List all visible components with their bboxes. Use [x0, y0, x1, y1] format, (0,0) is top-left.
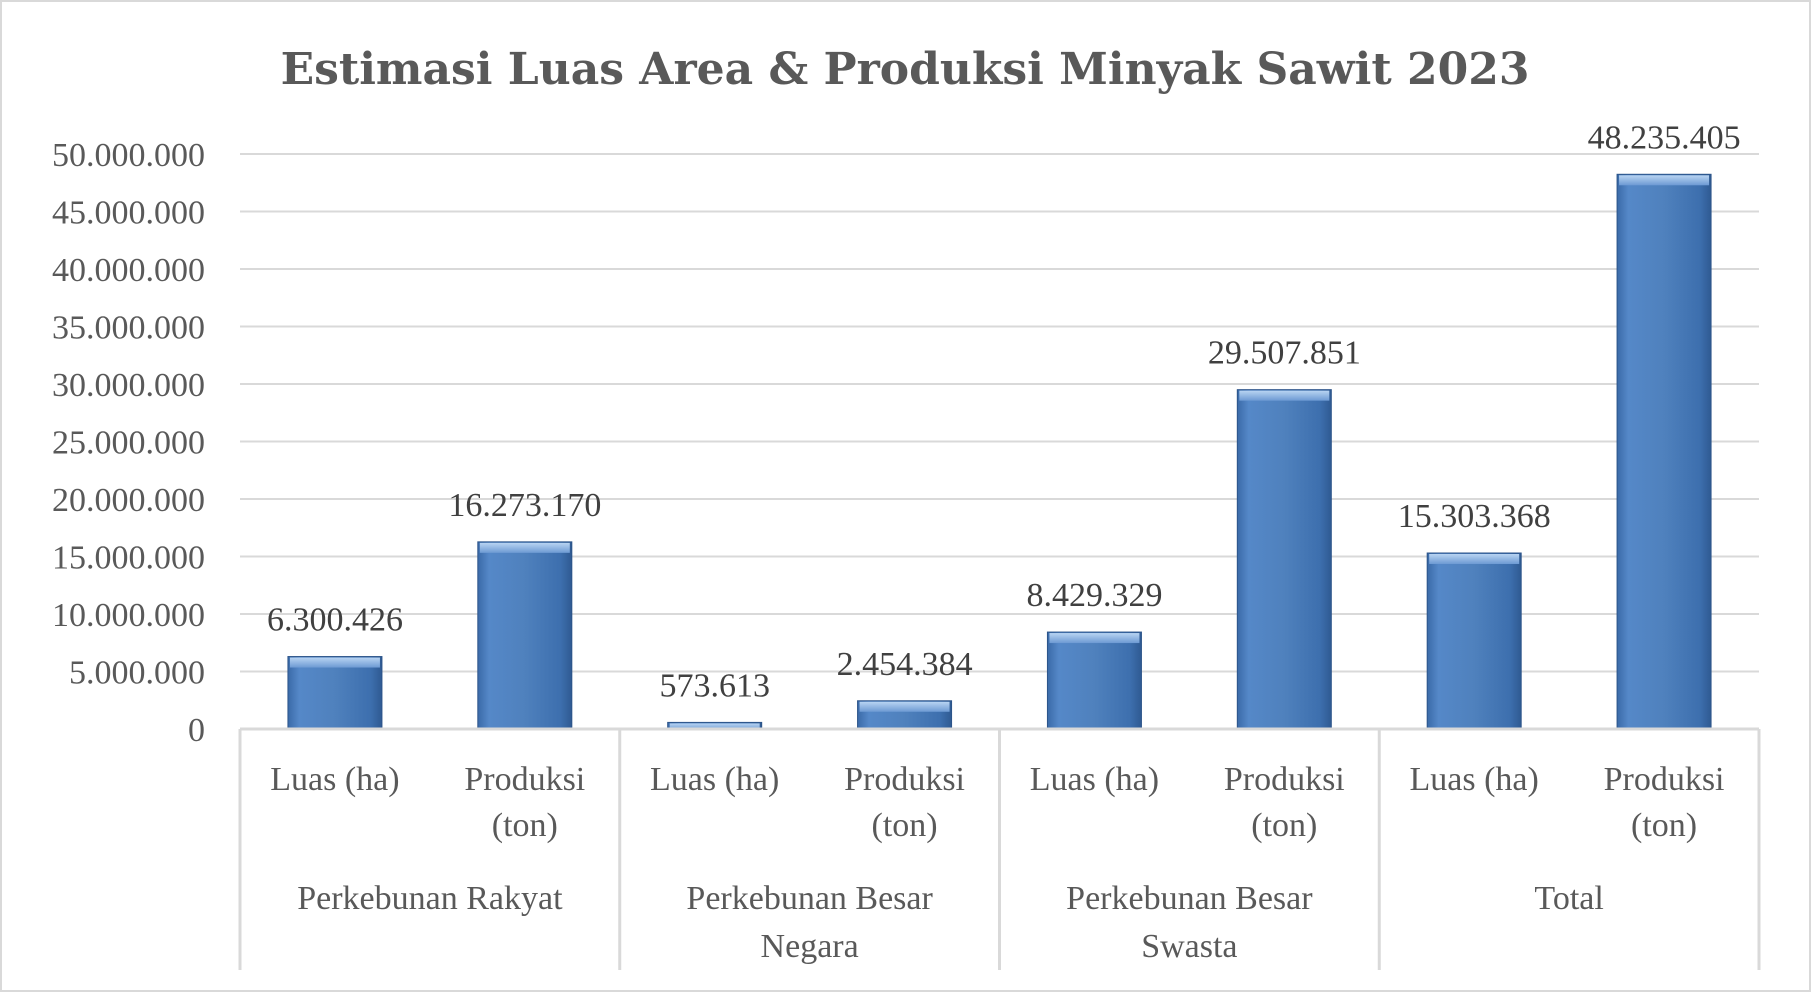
data-label: 15.303.368 [1398, 498, 1551, 535]
x-group-label: Total [1534, 880, 1603, 917]
bar [287, 656, 383, 730]
x-sub-category-label: Produksi (ton) [844, 761, 965, 844]
data-label: 6.300.426 [267, 602, 403, 639]
bar [1616, 173, 1712, 730]
bar-bevel [1239, 390, 1330, 401]
bar-bevel [1619, 175, 1710, 186]
gridlines [240, 153, 1759, 673]
x-axis: Luas (ha) Produksi (ton) Perkebunan Rakyat L… [238, 727, 1761, 970]
bar [1236, 389, 1332, 730]
x-group-label: Perkebunan Besar Negara [686, 880, 933, 965]
x-sub-category-label: Luas (ha) [650, 761, 779, 798]
x-sub-category-label: Produksi (ton) [1604, 761, 1725, 844]
x-group-label: Perkebunan Besar Swasta [1066, 880, 1313, 965]
bar-bevel [289, 657, 380, 668]
data-label: 48.235.405 [1588, 119, 1741, 156]
bar [1046, 631, 1142, 730]
chart-title: Estimasi Luas Area & Produksi Minyak Saw… [281, 44, 1530, 95]
data-label: 573.613 [659, 667, 770, 704]
y-tick-label: 20.000.000 [52, 482, 205, 519]
bar-bevel [669, 723, 760, 730]
y-tick-label: 50.000.000 [52, 137, 205, 174]
y-tick-label: 25.000.000 [52, 425, 205, 462]
x-sub-category-label: Luas (ha) [270, 761, 399, 798]
y-tick-label: 0 [188, 712, 205, 749]
bar-bevel [859, 701, 950, 712]
bar [1426, 552, 1522, 730]
bar [477, 541, 573, 730]
y-tick-label: 10.000.000 [52, 597, 205, 634]
y-tick-label: 15.000.000 [52, 540, 205, 577]
data-label: 2.454.384 [837, 646, 973, 683]
y-tick-label: 30.000.000 [52, 367, 205, 404]
data-labels: 6.300.426 16.273.170 573.613 2.454.384 8.429… [267, 119, 1741, 704]
x-sub-category-label: Luas (ha) [1030, 761, 1159, 798]
y-tick-label: 45.000.000 [52, 195, 205, 232]
x-sub-category-label: Luas (ha) [1410, 761, 1539, 798]
y-tick-label: 35.000.000 [52, 310, 205, 347]
x-sub-category-label: Produksi (ton) [464, 761, 585, 844]
x-sub-category-label: Produksi (ton) [1224, 761, 1345, 844]
y-tick-label: 5.000.000 [69, 655, 205, 692]
y-axis-ticks: 0 5.000.000 10.000.000 15.000.000 20.000.000… [52, 137, 205, 749]
bars [287, 173, 1712, 730]
x-group-label: Perkebunan Rakyat [297, 880, 563, 917]
bar-bevel [1429, 554, 1520, 565]
bar-bevel [479, 542, 570, 553]
bar-bevel [1049, 633, 1140, 644]
y-tick-label: 40.000.000 [52, 252, 205, 289]
data-label: 8.429.329 [1026, 577, 1162, 614]
data-label: 16.273.170 [448, 487, 601, 524]
data-label: 29.507.851 [1208, 335, 1361, 372]
